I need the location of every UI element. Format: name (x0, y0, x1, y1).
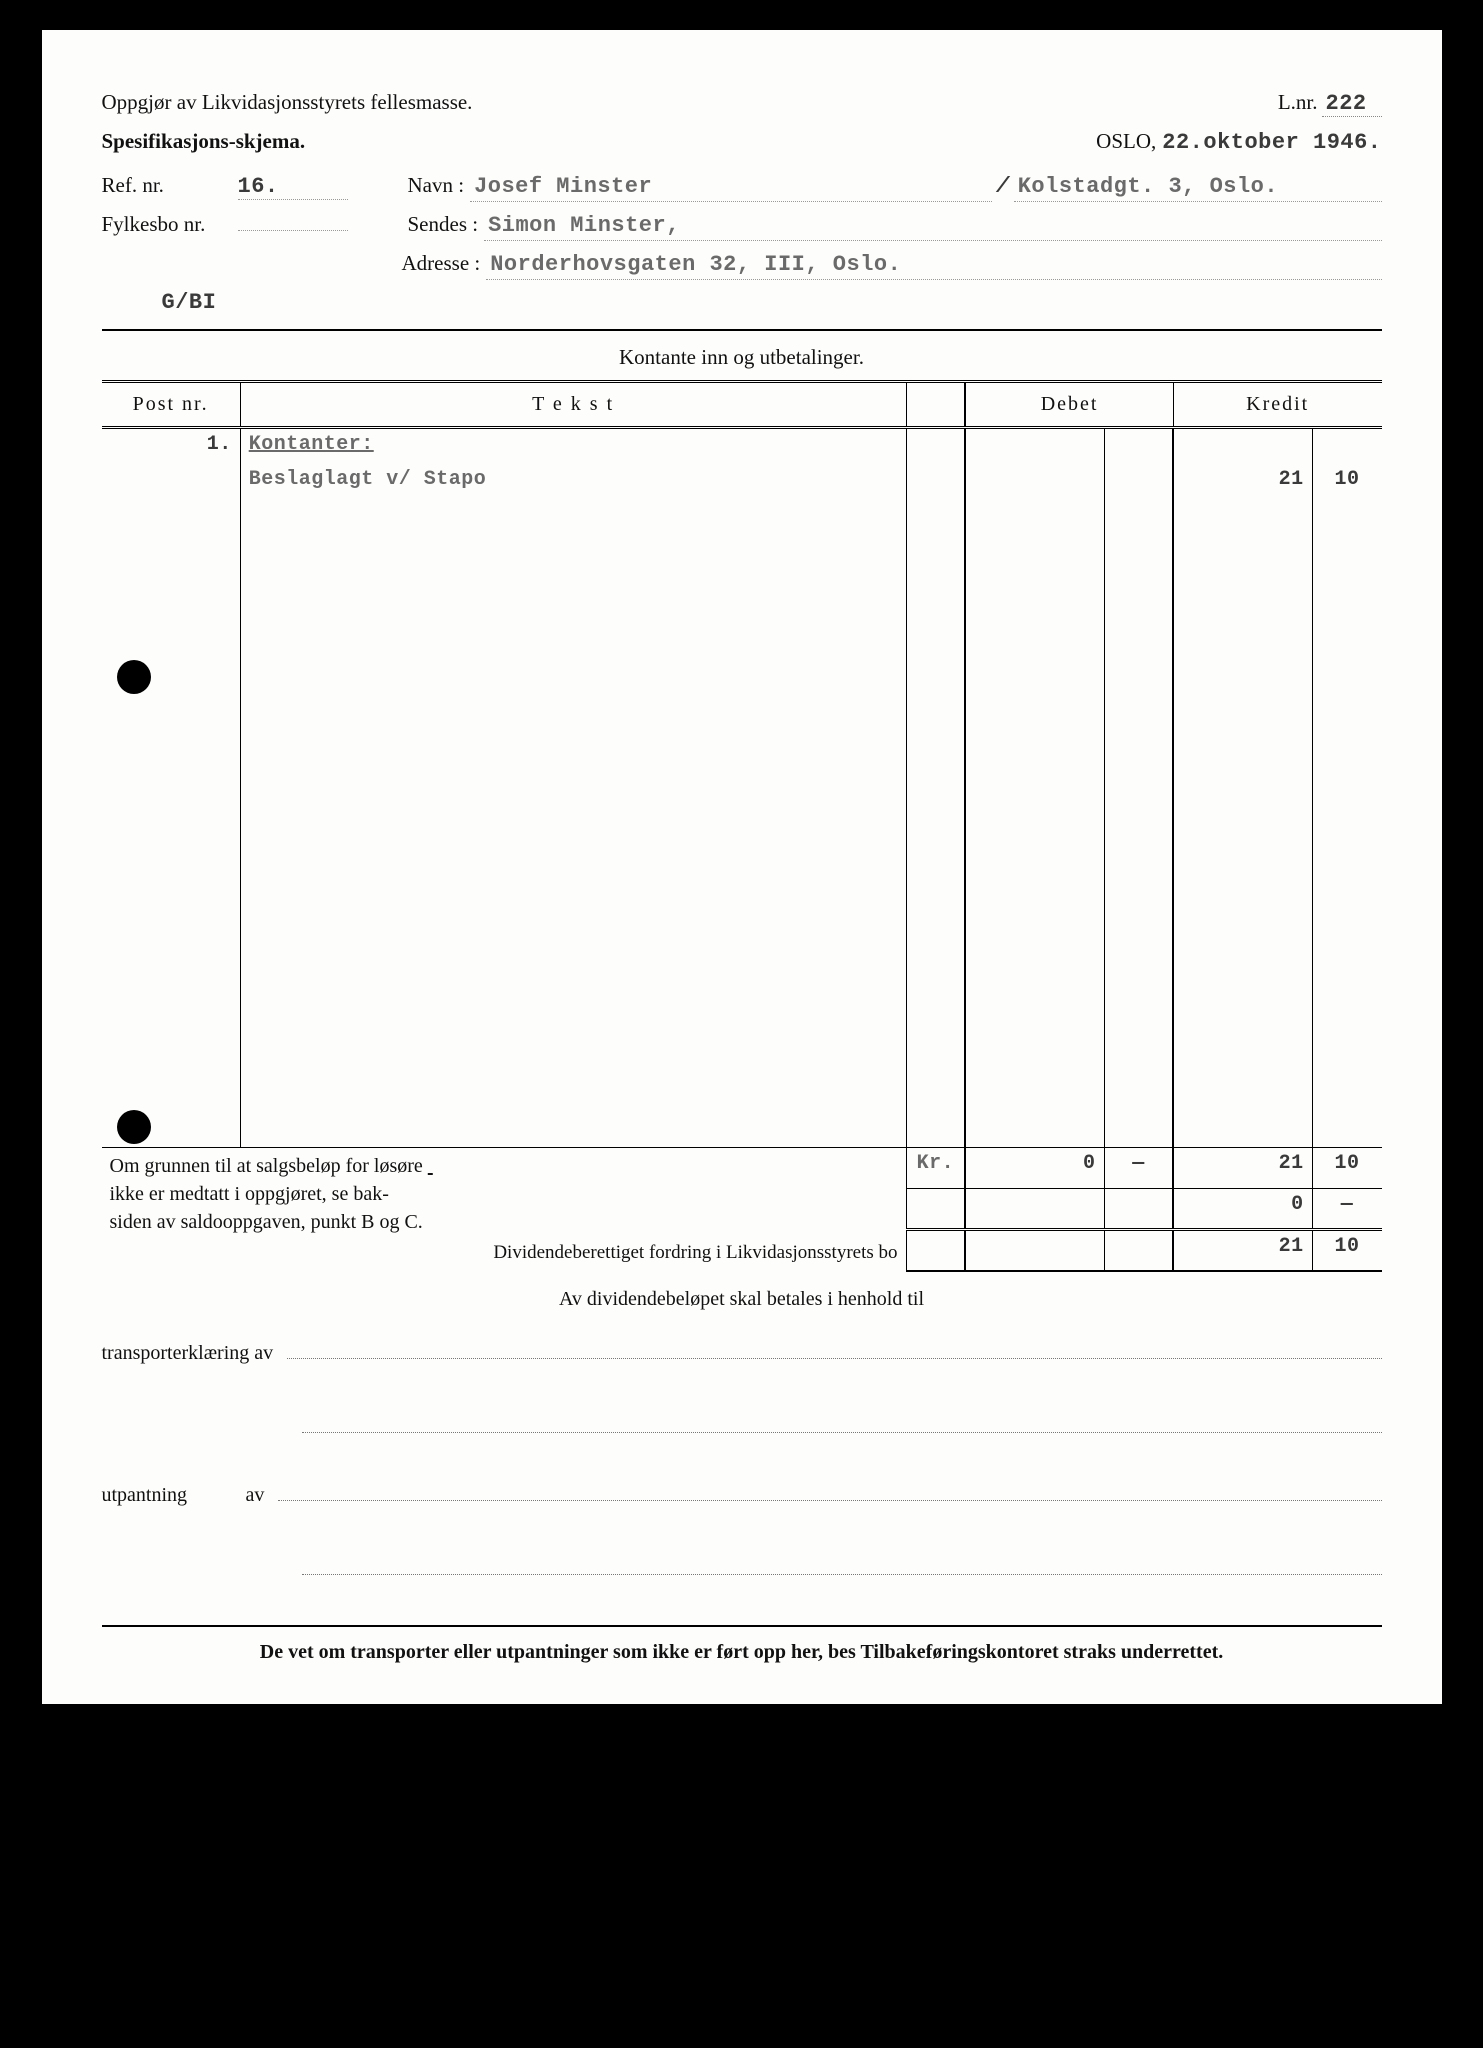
title-line-1: Oppgjør av Likvidasjonsstyrets fellesmas… (102, 90, 742, 115)
ref-value: 16. (238, 174, 348, 200)
sendes-label: Sendes : (408, 212, 479, 237)
transport-row-2 (102, 1415, 1382, 1433)
table-row (102, 752, 1382, 788)
fylkesbo-label: Fylkesbo nr. (102, 212, 232, 237)
navn-label: Navn : (408, 173, 465, 198)
dividend-label: Dividendeberettiget fordring i Likvidasj… (110, 1236, 898, 1267)
table-row (102, 644, 1382, 680)
adj-kredit-ore: — (1312, 1189, 1381, 1230)
currency-label: Kr. (906, 1148, 965, 1189)
header-tekst: T e k s t (240, 382, 906, 428)
cell-debet-ore (1104, 464, 1173, 500)
header-kredit: Kredit (1173, 382, 1381, 428)
fylkesbo-value (238, 230, 348, 231)
utpantning-line-2 (302, 1557, 1382, 1575)
reference-code: G/BI (162, 290, 1382, 315)
cell-post: 1. (102, 428, 241, 464)
cell-kredit-ore: 10 (1312, 464, 1381, 500)
cell-debet (965, 464, 1104, 500)
ledger-table: Post nr. T e k s t Debet Kredit 1. Konta… (102, 380, 1382, 1272)
slash-separator: / (996, 174, 1010, 199)
table-row (102, 572, 1382, 608)
date-value: 22.oktober 1946. (1162, 130, 1381, 155)
table-row (102, 536, 1382, 572)
adresse-value: Norderhovsgaten 32, III, Oslo. (486, 252, 1381, 280)
table-row (102, 716, 1382, 752)
utpantning-line (278, 1483, 1381, 1501)
utpantning-label: utpantning (102, 1484, 232, 1507)
cell-tekst-head: Kontanter: (240, 428, 906, 464)
city-label: OSLO, (1096, 129, 1156, 154)
header-post: Post nr. (102, 382, 241, 428)
sum-kredit: 21 (1173, 1148, 1312, 1189)
ref-label: Ref. nr. (102, 173, 232, 198)
footer-note-1: Om grunnen til at salgsbeløp for løsøre (110, 1155, 423, 1177)
table-row (102, 1076, 1382, 1112)
footer-note-2: ikke er medtatt i oppgjøret, se bak- (110, 1183, 389, 1205)
sum-debet: 0 (965, 1148, 1104, 1189)
transport-label: transporterklæring av (102, 1342, 274, 1365)
punch-hole (117, 1110, 151, 1144)
footer-note-3: siden av saldooppgaven, punkt B og C. (110, 1211, 423, 1233)
payment-note: Av dividendebeløpet skal betales i henho… (102, 1272, 1382, 1321)
cell-kredit: 21 (1173, 464, 1312, 500)
sum-debet-ore: — (1104, 1148, 1173, 1189)
fields-block: Ref. nr. 16. Navn : Josef Minster / Kols… (102, 173, 1382, 315)
adj-kredit: 0 (1173, 1189, 1312, 1230)
table-row (102, 1112, 1382, 1148)
title-line-2: Spesifikasjons-skjema. (102, 129, 742, 154)
cell-tekst-sub: Beslaglagt v/ Stapo (240, 464, 906, 500)
section-title: Kontante inn og utbetalinger. (102, 331, 1382, 380)
summary-row-1: Om grunnen til at salgsbeløp for løsøre … (102, 1148, 1382, 1189)
sum-kredit-ore: 10 (1312, 1148, 1381, 1189)
adresse-label: Adresse : (402, 251, 481, 276)
table-row (102, 1040, 1382, 1076)
header-block: Oppgjør av Likvidasjonsstyrets fellesmas… (102, 90, 1382, 155)
table-row (102, 896, 1382, 932)
table-row (102, 608, 1382, 644)
footer-note-cell: Om grunnen til at salgsbeløp for løsøre … (102, 1148, 907, 1271)
transport-line (287, 1341, 1381, 1359)
transport-row: transporterklæring av (102, 1341, 1382, 1365)
table-row: 1. Kontanter: (102, 428, 1382, 464)
table-row (102, 932, 1382, 968)
utpantning-row-2 (102, 1557, 1382, 1575)
sendes-value: Simon Minster, (484, 213, 1381, 241)
utpantning-row: utpantning av (102, 1483, 1382, 1507)
table-header-row: Post nr. T e k s t Debet Kredit (102, 382, 1382, 428)
transport-line-2 (302, 1415, 1382, 1433)
table-row (102, 860, 1382, 896)
av-label: av (246, 1484, 265, 1507)
lnr-value: 222 (1322, 91, 1382, 117)
header-spacer (906, 382, 965, 428)
header-debet: Debet (965, 382, 1173, 428)
final-kredit: 21 (1173, 1230, 1312, 1271)
final-kredit-ore: 10 (1312, 1230, 1381, 1271)
lnr-label: L.nr. (1278, 90, 1318, 115)
table-row (102, 680, 1382, 716)
table-row (102, 968, 1382, 1004)
table-row: Beslaglagt v/ Stapo 21 10 (102, 464, 1382, 500)
bottom-note: De vet om transporter eller utpantninger… (102, 1625, 1382, 1664)
document-page: Oppgjør av Likvidasjonsstyrets fellesmas… (42, 30, 1442, 1704)
punch-hole (117, 660, 151, 694)
table-row (102, 824, 1382, 860)
navn-address: Kolstadgt. 3, Oslo. (1014, 174, 1382, 202)
table-row (102, 788, 1382, 824)
table-row (102, 1004, 1382, 1040)
navn-value: Josef Minster (470, 174, 992, 202)
table-row (102, 500, 1382, 536)
